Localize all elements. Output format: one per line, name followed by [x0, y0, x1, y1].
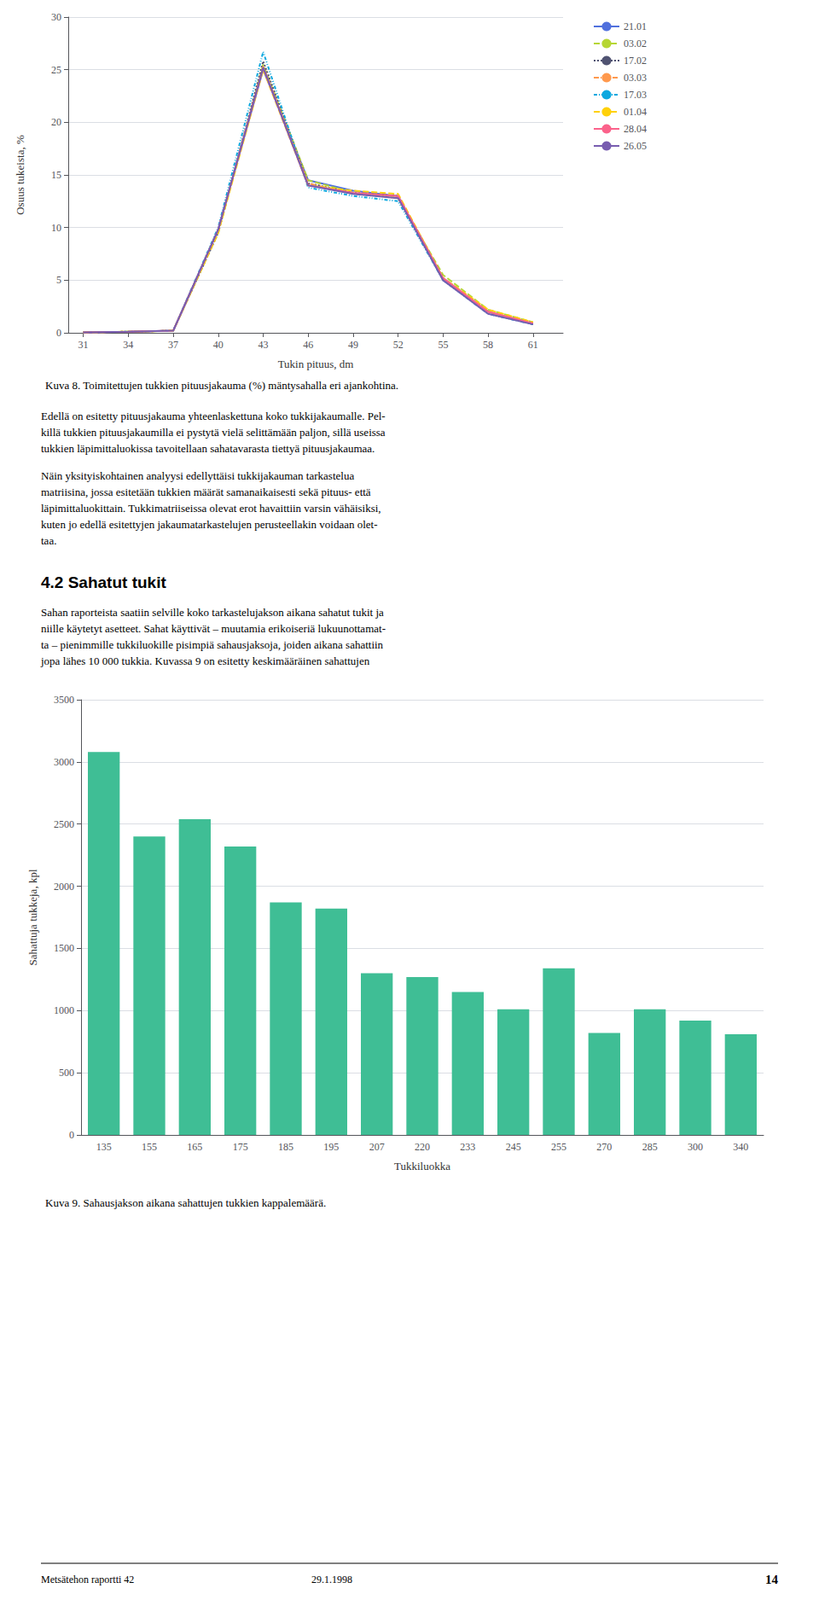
svg-text:Tukin pituus, dm: Tukin pituus, dm: [278, 357, 355, 371]
svg-text:0: 0: [69, 1128, 75, 1141]
svg-text:175: 175: [232, 1140, 249, 1153]
svg-text:tukkien läpimittaluokissa tavo: tukkien läpimittaluokissa tavoitellaan s…: [40, 441, 375, 455]
svg-text:15: 15: [51, 168, 62, 181]
svg-text:255: 255: [551, 1140, 567, 1153]
svg-text:14: 14: [765, 1572, 779, 1586]
svg-text:03.03: 03.03: [623, 71, 647, 84]
svg-text:01.04: 01.04: [623, 105, 647, 118]
svg-text:43: 43: [257, 338, 268, 351]
svg-text:25: 25: [51, 63, 62, 76]
svg-text:3000: 3000: [53, 755, 75, 768]
svg-text:34: 34: [122, 338, 134, 351]
svg-text:2500: 2500: [53, 818, 75, 831]
svg-text:taa.: taa.: [40, 534, 57, 547]
svg-text:Kuva 8. Toimitettujen tukkien: Kuva 8. Toimitettujen tukkien pituusjaka…: [45, 378, 399, 392]
svg-text:0: 0: [56, 326, 62, 339]
svg-text:4.2 Sahatut tukit: 4.2 Sahatut tukit: [40, 573, 167, 592]
svg-text:28.04: 28.04: [623, 122, 647, 135]
svg-text:135: 135: [96, 1140, 112, 1153]
svg-text:55: 55: [437, 338, 448, 351]
svg-text:30: 30: [51, 11, 62, 24]
svg-text:ta – pienimmille tukkiluokille: ta – pienimmille tukkiluokille pisimpiä …: [40, 638, 384, 651]
svg-text:läpimittaluokittain. Tukkimatr: läpimittaluokittain. Tukkimatriiseissa o…: [40, 501, 382, 515]
svg-text:killä tukkien pituusjakaumilla: killä tukkien pituusjakaumilla ei pystyt…: [40, 425, 386, 439]
svg-text:233: 233: [459, 1140, 476, 1153]
svg-text:340: 340: [732, 1140, 749, 1153]
svg-text:500: 500: [58, 1066, 75, 1079]
svg-text:270: 270: [596, 1140, 612, 1153]
svg-text:195: 195: [323, 1140, 339, 1153]
svg-text:Sahan raporteista saatiin selv: Sahan raporteista saatiin selville koko …: [40, 605, 384, 619]
svg-text:3500: 3500: [53, 693, 75, 706]
svg-text:165: 165: [186, 1140, 203, 1153]
svg-text:58: 58: [482, 338, 494, 351]
svg-text:285: 285: [642, 1140, 658, 1153]
svg-text:207: 207: [369, 1140, 385, 1153]
svg-text:niille käytetyt asetteet. Saha: niille käytetyt asetteet. Sahat käyttivä…: [40, 621, 386, 635]
svg-text:kuten jo edellä esitettyjen ja: kuten jo edellä esitettyjen jakaumatarka…: [40, 517, 378, 531]
svg-text:17.03: 17.03: [623, 88, 647, 101]
svg-text:49: 49: [348, 338, 359, 351]
svg-text:300: 300: [687, 1140, 703, 1153]
svg-text:40: 40: [213, 338, 224, 351]
svg-text:10: 10: [51, 221, 62, 234]
svg-text:Metsätehon raportti 42: Metsätehon raportti 42: [40, 1573, 134, 1586]
svg-text:1000: 1000: [53, 1004, 75, 1017]
svg-text:29.1.1998: 29.1.1998: [311, 1573, 353, 1586]
svg-text:17.02: 17.02: [623, 54, 647, 67]
svg-text:Edellä on esitetty pituusjakau: Edellä on esitetty pituusjakauma yhteenl…: [40, 409, 386, 423]
svg-text:46: 46: [302, 338, 314, 351]
svg-text:2000: 2000: [53, 880, 75, 893]
svg-text:Tukkiluokka: Tukkiluokka: [394, 1159, 451, 1173]
svg-text:03.02: 03.02: [623, 37, 647, 50]
svg-text:matriisina, jossa esitetään tu: matriisina, jossa esitetään tukkien määr…: [40, 485, 372, 499]
svg-text:Näin yksityiskohtainen analyys: Näin yksityiskohtainen analyysi edellytt…: [40, 469, 355, 483]
svg-text:jopa lähes 10 000 tukkia. Kuva: jopa lähes 10 000 tukkia. Kuvassa 9 on e…: [40, 654, 371, 668]
svg-text:245: 245: [505, 1140, 522, 1153]
svg-text:220: 220: [414, 1140, 430, 1153]
svg-text:61: 61: [528, 338, 539, 351]
svg-text:Kuva 9. Sahausjakson aikana sa: Kuva 9. Sahausjakson aikana sahattujen t…: [45, 1196, 326, 1209]
svg-text:37: 37: [168, 338, 179, 351]
svg-text:31: 31: [78, 338, 89, 351]
svg-text:1500: 1500: [53, 941, 75, 954]
svg-text:26.05: 26.05: [623, 139, 647, 152]
svg-text:20: 20: [51, 116, 62, 128]
svg-text:155: 155: [141, 1140, 157, 1153]
svg-text:5: 5: [56, 273, 62, 286]
svg-text:52: 52: [393, 338, 404, 351]
svg-text:Osuus tukeista, %: Osuus tukeista, %: [13, 134, 27, 215]
svg-text:Sahattuja tukkeja, kpl: Sahattuja tukkeja, kpl: [26, 868, 40, 965]
svg-text:21.01: 21.01: [623, 20, 647, 33]
svg-text:185: 185: [278, 1140, 294, 1153]
